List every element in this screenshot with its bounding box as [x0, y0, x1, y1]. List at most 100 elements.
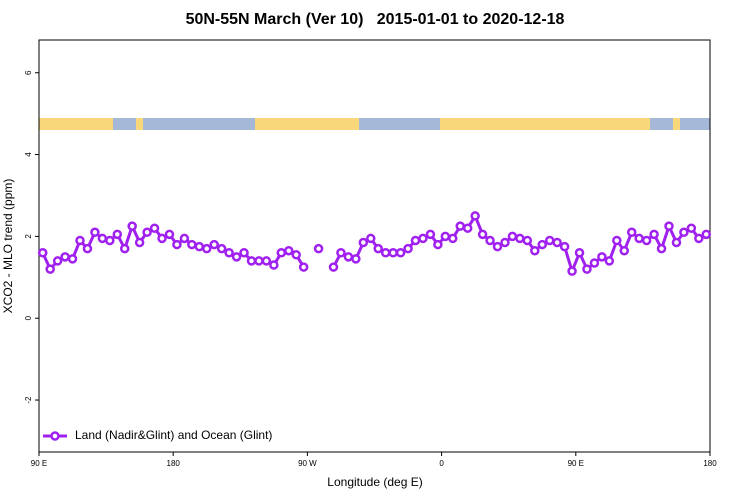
x-tick-label: 90 E [568, 459, 584, 468]
data-point [97, 233, 108, 244]
x-axis-label: Longitude (deg E) [327, 475, 422, 489]
data-point [425, 229, 436, 240]
legend-label: Land (Nadir&Glint) and Ocean (Glint) [75, 428, 272, 442]
data-point [388, 248, 398, 258]
data-point [239, 248, 249, 258]
data-point [60, 252, 70, 262]
data-point [589, 258, 600, 268]
data-point [530, 245, 540, 256]
data-point [202, 243, 212, 254]
x-tick-label: 90 W [298, 459, 317, 468]
data-point [448, 233, 458, 244]
chart-title: 50N-55N March (Ver 10) 2015-01-01 to 202… [186, 11, 565, 28]
data-point [67, 254, 78, 264]
data-point [119, 243, 130, 254]
data-point [284, 245, 294, 256]
data-point [492, 241, 503, 252]
data-point [45, 264, 55, 274]
data-point [403, 243, 413, 254]
y-tick-label: 4 [24, 152, 33, 157]
data-point [500, 237, 510, 248]
data-point [142, 227, 152, 238]
data-point [127, 221, 137, 231]
series-line [332, 212, 707, 276]
data-point [366, 233, 376, 244]
data-point [552, 237, 562, 248]
data-point [679, 227, 689, 238]
data-point [380, 248, 391, 258]
land-ocean-strip [39, 118, 710, 130]
data-point [52, 256, 63, 266]
data-point [567, 266, 577, 276]
data-point [395, 248, 406, 258]
data-point [209, 239, 219, 250]
data-point [343, 252, 354, 262]
data-point [619, 245, 630, 256]
data-point [462, 223, 473, 233]
data-point [440, 231, 451, 242]
data-point [485, 235, 495, 246]
data-point [298, 262, 309, 272]
data-point [582, 264, 592, 274]
data-point [649, 229, 659, 240]
y-tick-label: 6 [24, 70, 33, 75]
data-point [231, 252, 242, 262]
data-point [410, 235, 421, 246]
data-point [246, 256, 257, 266]
data-point [328, 262, 339, 272]
data-point [373, 243, 383, 254]
x-tick-label: 0 [439, 459, 444, 468]
data-point [686, 223, 697, 233]
data-point [626, 227, 637, 238]
data-point [261, 256, 272, 266]
data-point [187, 239, 197, 250]
data-point [477, 229, 488, 240]
data-point [507, 231, 518, 242]
data-point [433, 239, 443, 250]
data-point [358, 237, 369, 248]
y-tick-label: 2 [24, 234, 33, 239]
legend-marker [50, 431, 60, 441]
data-point [597, 252, 607, 262]
data-point [276, 248, 287, 258]
data-point [634, 233, 644, 244]
data-point [455, 221, 465, 231]
data-point [641, 235, 652, 246]
data-point [656, 243, 667, 254]
data-point [537, 239, 547, 250]
data-point [194, 241, 205, 252]
data-point [164, 229, 175, 240]
data-point [90, 227, 100, 238]
data-point [112, 229, 123, 240]
data-point [82, 243, 93, 254]
data-point [149, 223, 160, 233]
data-point [179, 233, 190, 244]
data-point [134, 237, 145, 248]
y-axis-label: XCO2 - MLO trend (ppm) [1, 179, 15, 314]
data-point [418, 233, 428, 244]
y-tick-label: 0 [24, 315, 33, 320]
data-point [75, 235, 85, 246]
data-point [157, 233, 167, 244]
data-point [574, 248, 585, 258]
data-point [544, 235, 555, 246]
data-point [470, 211, 480, 221]
data-point [694, 233, 704, 244]
data-point [336, 248, 346, 258]
y-tick-label: -2 [24, 396, 33, 404]
data-point [612, 235, 622, 246]
x-tick-label: 180 [167, 459, 181, 468]
data-point [105, 235, 115, 246]
data-point [172, 239, 182, 250]
plot-frame [38, 39, 711, 453]
data-point [313, 243, 324, 254]
x-tick-label: 90 E [31, 459, 47, 468]
data-point [269, 260, 279, 270]
data-point [515, 233, 525, 244]
data-point [224, 248, 234, 258]
data-point [664, 221, 674, 231]
data-point [291, 250, 301, 260]
data-point [671, 237, 682, 248]
data-point [216, 243, 227, 254]
